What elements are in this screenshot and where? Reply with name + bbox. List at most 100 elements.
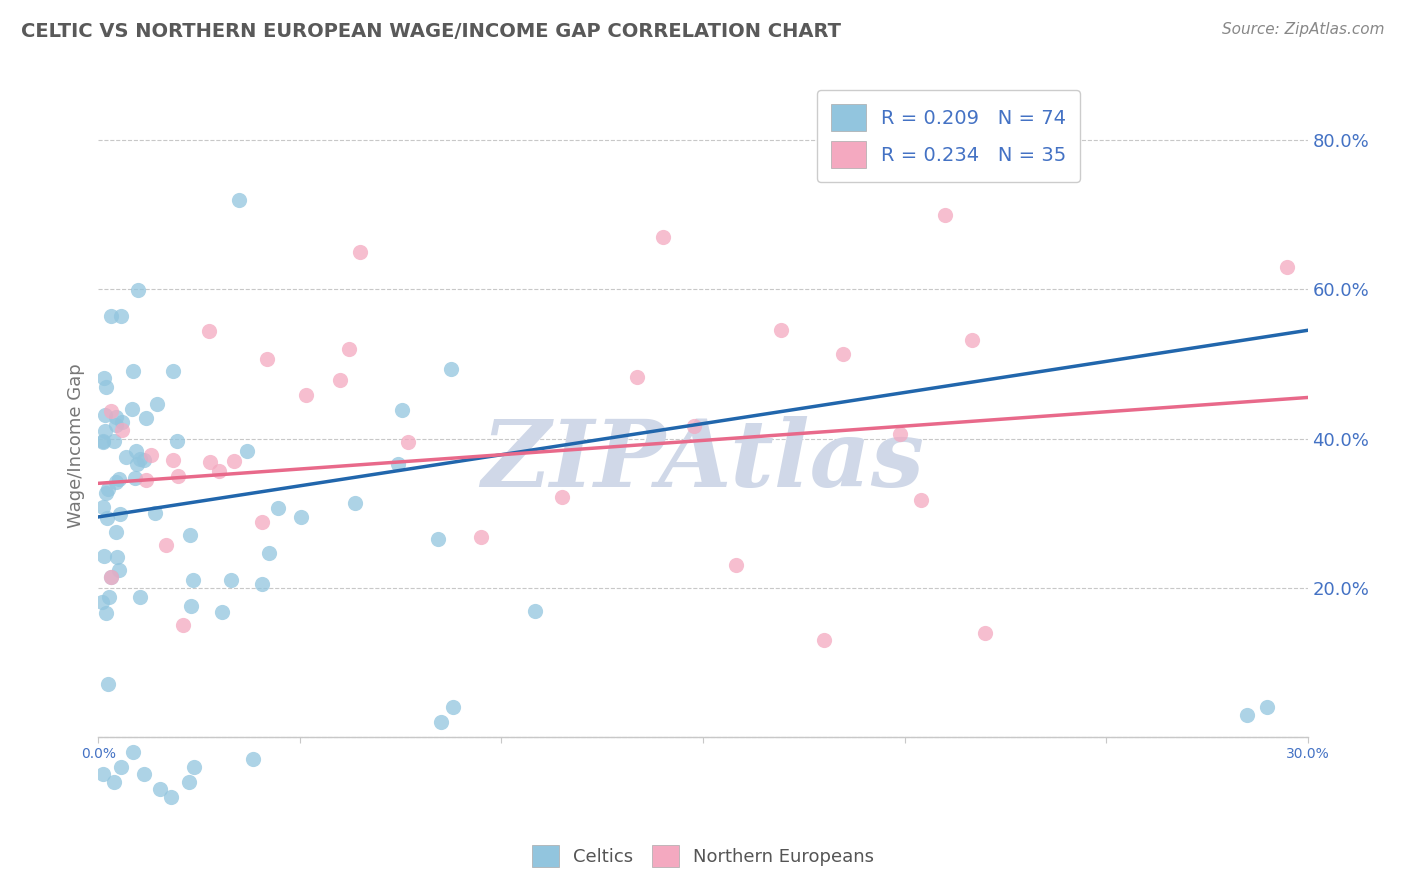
Point xyxy=(387,458,409,472)
Point xyxy=(125,443,148,458)
Point xyxy=(135,410,157,425)
Point xyxy=(651,230,673,244)
Point xyxy=(97,482,120,496)
Point xyxy=(127,283,149,297)
Point xyxy=(103,434,125,449)
Point xyxy=(96,380,118,394)
Point xyxy=(211,605,233,619)
Point xyxy=(889,427,911,442)
Point xyxy=(167,469,190,483)
Point xyxy=(135,473,157,487)
Point xyxy=(94,408,117,422)
Point xyxy=(149,782,172,797)
Text: CELTIC VS NORTHERN EUROPEAN WAGE/INCOME GAP CORRELATION CHART: CELTIC VS NORTHERN EUROPEAN WAGE/INCOME … xyxy=(21,22,841,41)
Point xyxy=(295,388,318,402)
Point xyxy=(111,415,134,429)
Point xyxy=(470,530,492,544)
Point xyxy=(124,471,146,485)
Point xyxy=(91,434,114,448)
Text: Source: ZipAtlas.com: Source: ZipAtlas.com xyxy=(1222,22,1385,37)
Point xyxy=(94,424,117,438)
Point xyxy=(183,760,205,774)
Point xyxy=(208,464,231,478)
Point xyxy=(110,309,132,323)
Point xyxy=(250,577,273,591)
Point xyxy=(198,324,221,338)
Point xyxy=(155,538,177,552)
Point xyxy=(242,752,264,766)
Legend: R = 0.209   N = 74, R = 0.234   N = 35: R = 0.209 N = 74, R = 0.234 N = 35 xyxy=(817,90,1080,182)
Point xyxy=(1256,700,1278,714)
Point xyxy=(145,506,167,520)
Point xyxy=(96,510,118,524)
Point xyxy=(97,590,120,604)
Point xyxy=(162,363,184,377)
Point xyxy=(252,515,274,529)
Point xyxy=(100,404,122,418)
Point xyxy=(219,573,242,587)
Point xyxy=(127,457,149,471)
Point xyxy=(524,603,547,617)
Point xyxy=(122,745,145,759)
Point xyxy=(290,509,312,524)
Point xyxy=(93,371,115,385)
Point xyxy=(683,418,706,433)
Point xyxy=(396,435,419,450)
Point xyxy=(831,347,853,361)
Point xyxy=(349,244,371,259)
Point xyxy=(122,364,145,378)
Point xyxy=(129,452,152,467)
Point xyxy=(177,775,200,789)
Point xyxy=(236,444,259,458)
Point xyxy=(91,435,114,450)
Point xyxy=(114,450,136,465)
Point xyxy=(121,401,143,416)
Point xyxy=(100,570,122,584)
Point xyxy=(430,715,453,730)
Point xyxy=(97,677,120,691)
Point xyxy=(974,625,997,640)
Point xyxy=(441,700,464,714)
Point xyxy=(626,369,648,384)
Point xyxy=(172,617,194,632)
Point xyxy=(180,599,202,614)
Point xyxy=(257,546,280,560)
Point xyxy=(551,490,574,504)
Text: ZIPAtlas: ZIPAtlas xyxy=(481,416,925,506)
Point xyxy=(105,549,128,564)
Point xyxy=(440,362,463,376)
Point xyxy=(94,485,117,500)
Point xyxy=(91,500,114,515)
Point xyxy=(110,760,132,774)
Point xyxy=(103,775,125,789)
Point xyxy=(91,594,114,608)
Point xyxy=(166,434,188,448)
Point xyxy=(391,403,413,417)
Point xyxy=(329,373,352,387)
Point xyxy=(139,448,162,462)
Point xyxy=(200,454,222,468)
Point xyxy=(337,342,360,356)
Point xyxy=(134,452,156,467)
Point xyxy=(179,528,201,542)
Point xyxy=(104,475,127,490)
Point xyxy=(94,606,117,620)
Point xyxy=(344,496,367,510)
Point xyxy=(104,525,127,540)
Point xyxy=(110,507,132,521)
Point xyxy=(160,789,183,804)
Point xyxy=(934,208,956,222)
Point xyxy=(1277,260,1299,274)
Point xyxy=(104,417,127,432)
Point xyxy=(93,549,115,563)
Point xyxy=(769,323,792,337)
Point xyxy=(910,493,932,508)
Point xyxy=(181,573,204,587)
Point xyxy=(256,351,278,366)
Point xyxy=(228,193,250,207)
Point xyxy=(813,633,835,648)
Point xyxy=(146,397,169,411)
Point xyxy=(1236,707,1258,722)
Point xyxy=(108,563,131,577)
Point xyxy=(100,570,122,584)
